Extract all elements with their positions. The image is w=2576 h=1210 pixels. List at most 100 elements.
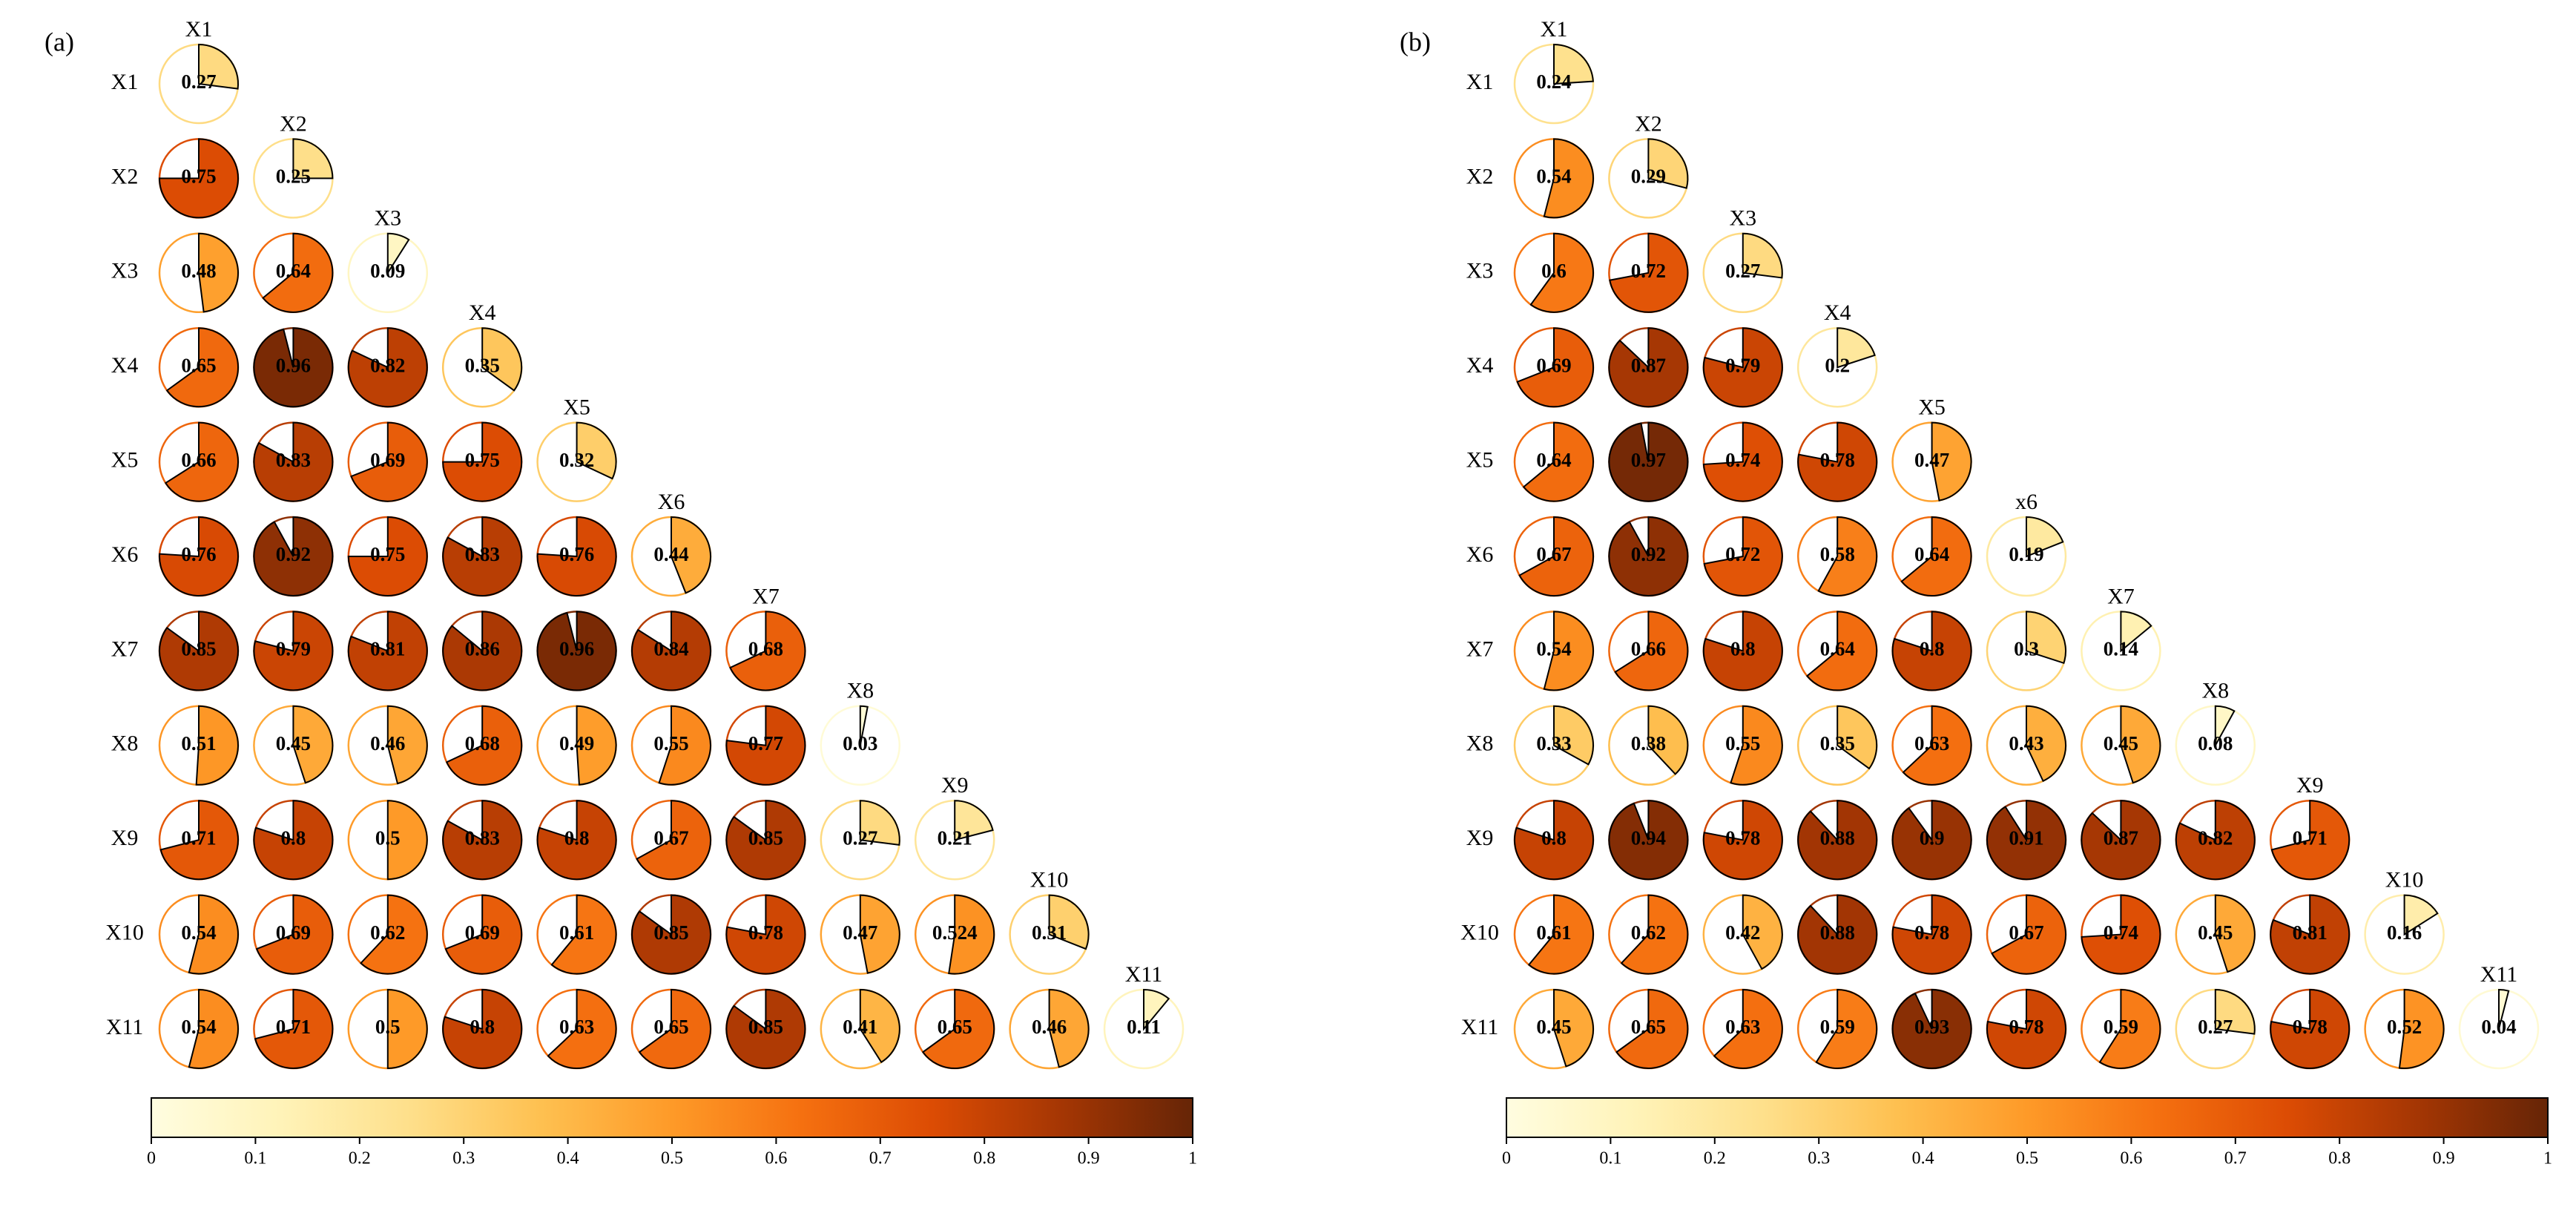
value-label: 0.16	[2387, 921, 2422, 944]
value-label: 0.44	[653, 543, 688, 565]
pie-wedge	[948, 894, 995, 975]
value-label: 0.27	[181, 70, 216, 93]
value-label: 0.77	[748, 732, 783, 754]
value-label: 0.35	[1820, 732, 1855, 754]
column-label: X5	[1918, 395, 1946, 419]
value-label: 0.45	[2198, 921, 2233, 944]
pie-wedge	[254, 988, 334, 1069]
pie-wedge	[1805, 611, 1878, 691]
pie-wedge	[921, 988, 995, 1069]
column-label: X11	[1125, 962, 1163, 987]
value-label: 0.76	[181, 543, 216, 565]
pie-wedge	[292, 705, 334, 784]
pie-wedge	[347, 611, 428, 691]
pie-wedge	[347, 516, 428, 596]
value-label: 0.62	[1631, 921, 1666, 944]
pie-wedge	[164, 421, 239, 502]
pie-wedge	[1703, 516, 1783, 596]
pie-wedge	[1891, 611, 1972, 691]
tick-label: 0.6	[2120, 1149, 2142, 1168]
value-label: 0.75	[465, 449, 500, 471]
value-label: 0.68	[748, 638, 783, 660]
column-label: X10	[1030, 867, 1069, 892]
value-label: 0.43	[2009, 732, 2043, 754]
pie-wedge	[671, 516, 711, 594]
row-label: X8	[1466, 731, 1494, 756]
pie-wedge	[350, 421, 428, 502]
tick-label: 0.8	[2328, 1149, 2351, 1168]
tick-label: 0.7	[2224, 1149, 2247, 1168]
value-label: 0.62	[370, 921, 405, 944]
pie-wedge	[292, 138, 334, 180]
value-label: 0.42	[1725, 921, 1760, 944]
row-label: X9	[1466, 826, 1494, 850]
row-label: X10	[1460, 920, 1499, 944]
pie-wedge	[255, 894, 334, 975]
pie-wedge	[253, 800, 334, 881]
pie-wedge	[2270, 988, 2351, 1069]
pie-wedge	[536, 611, 617, 691]
pie-wedge	[1608, 421, 1689, 502]
panel-title: (b)	[1400, 27, 1431, 56]
pie-wedge	[1986, 988, 2066, 1069]
tick-label: 0.9	[2433, 1149, 2455, 1168]
value-label: 0.85	[653, 921, 688, 944]
value-label: 0.5	[375, 826, 401, 849]
pie-wedge	[253, 516, 334, 596]
tick-label: 0.8	[973, 1149, 995, 1168]
column-label: X4	[469, 300, 496, 325]
tick-label: 0	[1502, 1149, 1511, 1168]
value-label: 0.03	[843, 732, 877, 754]
column-label: X3	[374, 206, 401, 231]
value-label: 0.11	[1127, 1016, 1161, 1038]
pie-wedge	[2120, 705, 2161, 784]
tick-label: 0.3	[1808, 1149, 1830, 1168]
pie-wedge	[442, 800, 523, 881]
value-label: 0.65	[1631, 1016, 1666, 1038]
tick-label: 0.4	[557, 1149, 579, 1168]
column-label: X6	[658, 490, 685, 514]
pie-wedge	[1730, 705, 1783, 786]
panel: (b) X1 X2 X3 X4 X5 X6 X7 X8 X9 X10 X11 X1 X2 X3 X4 X5 x6 X…	[1400, 17, 2552, 1168]
value-label: 0.65	[181, 354, 216, 376]
value-label: 0.24	[1536, 70, 1571, 93]
pie-wedge	[1991, 894, 2066, 975]
value-label: 0.19	[2009, 543, 2043, 565]
pie-wedge	[442, 611, 523, 691]
value-label: 0.51	[181, 732, 216, 754]
value-label: 0.71	[276, 1016, 311, 1038]
pie-wedge	[1837, 327, 1876, 369]
value-label: 0.71	[2293, 826, 2328, 849]
pie-wedge	[1553, 43, 1594, 85]
value-label: 0.45	[1536, 1016, 1571, 1038]
pie-wedge	[1815, 988, 1878, 1069]
pie-wedge	[1543, 611, 1594, 691]
pie-wedge	[158, 138, 239, 219]
row-label: X5	[1466, 447, 1494, 472]
pie-wedge	[2214, 705, 2236, 746]
value-label: 0.29	[1631, 165, 1666, 188]
pie-wedge	[631, 894, 711, 975]
tick-label: 0.2	[1704, 1149, 1726, 1168]
pie-wedge	[1048, 988, 1090, 1068]
value-label: 0.79	[276, 638, 311, 660]
value-label: 0.66	[1631, 638, 1666, 660]
value-label: 0.27	[2198, 1016, 2233, 1038]
value-label: 0.88	[1820, 826, 1855, 849]
pie-wedge	[1986, 800, 2066, 881]
pie-wedge	[725, 988, 806, 1069]
value-label: 0.9	[1920, 826, 1945, 849]
value-label: 0.8	[1730, 638, 1756, 660]
tick-label: 0.4	[1912, 1149, 1934, 1168]
pie-wedge	[1143, 988, 1170, 1031]
pie-wedge	[2214, 988, 2256, 1035]
value-label: 0.63	[559, 1016, 594, 1038]
pie-wedge	[1900, 516, 1972, 596]
value-label: 0.68	[465, 732, 500, 754]
tick-label: 0.1	[1599, 1149, 1621, 1168]
value-label: 0.59	[2104, 1016, 2138, 1038]
value-label: 0.78	[2293, 1016, 2328, 1038]
value-label: 0.75	[370, 543, 405, 565]
pie-wedge	[1742, 894, 1783, 970]
row-label: X4	[1466, 353, 1494, 378]
